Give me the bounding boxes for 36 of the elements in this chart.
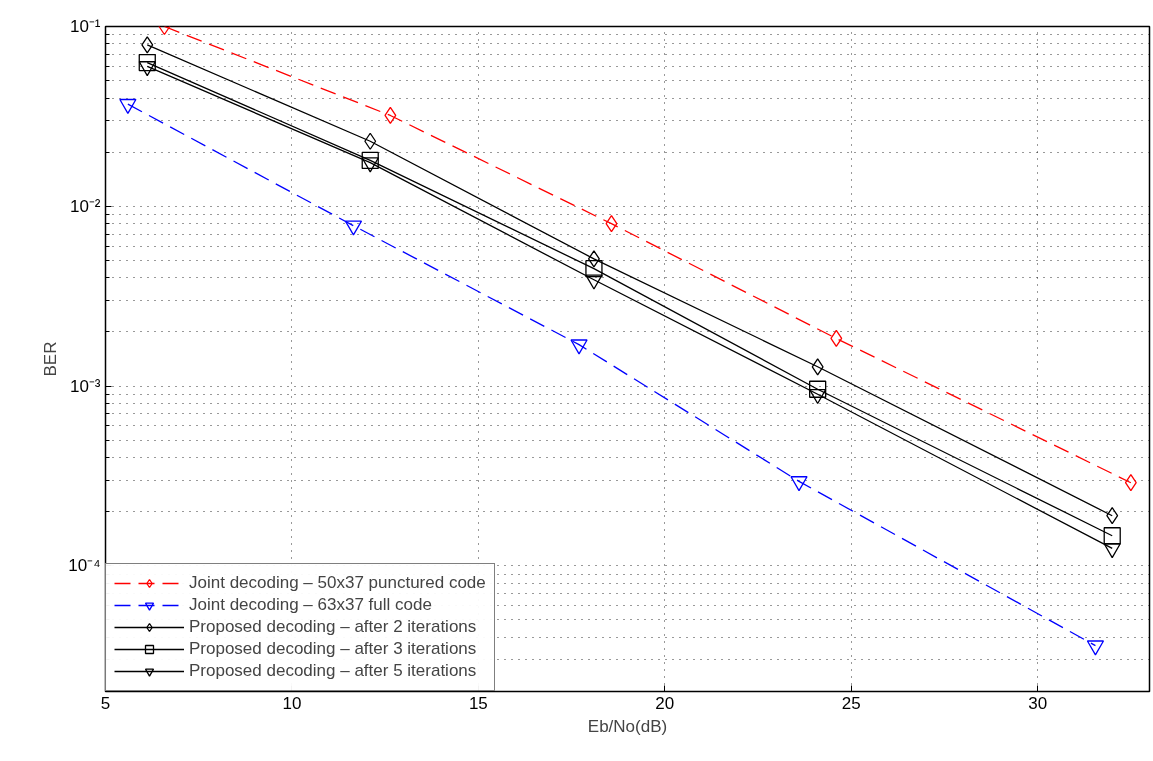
x-axis-title: Eb/No(dB): [587, 716, 668, 736]
y-tick-label: 10⁻²: [69, 196, 101, 216]
point: [809, 380, 827, 398]
point: [361, 151, 379, 170]
point: [1124, 474, 1137, 492]
point: [1106, 507, 1119, 525]
legend-label: Joint decoding – 63x37 full code: [189, 594, 432, 616]
point: [344, 220, 363, 236]
point: [585, 259, 603, 278]
legend-label: Proposed decoding – after 2 iterations: [189, 616, 477, 638]
point: [1086, 640, 1105, 656]
point: [141, 36, 154, 54]
point: [587, 250, 600, 268]
point: [570, 339, 588, 355]
x-tick-label: 20: [655, 693, 675, 713]
x-tick-label: 5: [100, 693, 111, 713]
x-tick-label: 30: [1028, 693, 1048, 713]
point: [138, 53, 156, 72]
y-tick-label: 10⁻⁴: [68, 556, 101, 576]
point: [364, 132, 377, 150]
y-tick-label: 10⁻¹: [69, 17, 101, 36]
x-tick-label: 10: [282, 693, 302, 713]
y-axis-title: BER: [41, 341, 61, 377]
y-tick-label: 10⁻³: [69, 376, 101, 396]
point: [790, 476, 808, 492]
point: [1103, 527, 1121, 545]
point: [811, 358, 824, 376]
x-tick-label: 15: [468, 693, 488, 713]
point: [585, 274, 603, 290]
point: [809, 389, 827, 405]
x-tick-label: 25: [841, 693, 861, 713]
point: [1103, 543, 1121, 559]
point: [605, 215, 618, 233]
legend-label: Proposed decoding – after 3 iterations: [189, 638, 477, 660]
legend-label: Joint decoding – 50x37 punctured code: [189, 572, 486, 594]
legend-label: Proposed decoding – after 5 iterations: [189, 660, 477, 682]
